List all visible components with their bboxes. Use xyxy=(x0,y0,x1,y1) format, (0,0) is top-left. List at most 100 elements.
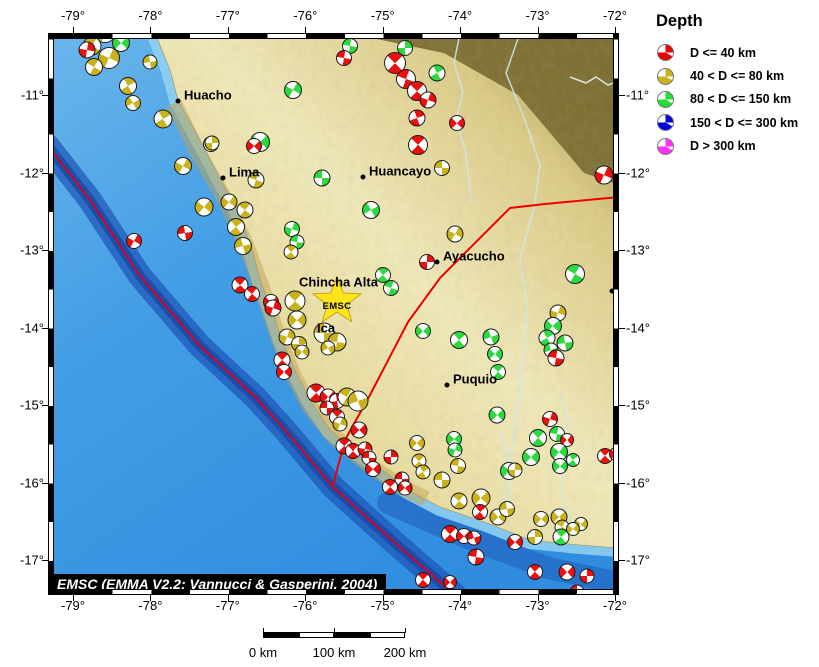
plate-line xyxy=(332,196,619,486)
focal-mechanism-Y xyxy=(294,344,310,360)
focal-mechanism-G xyxy=(552,458,568,474)
focal-mechanism-R xyxy=(78,41,96,59)
lat-tick xyxy=(42,172,48,174)
focal-mechanism-Y xyxy=(204,135,220,151)
focal-mechanism-Y xyxy=(98,47,120,69)
legend-item-label: 40 < D <= 80 km xyxy=(690,69,785,84)
city-label-chincha-alta: Chincha Alta xyxy=(299,274,378,290)
lat-tick xyxy=(42,250,48,251)
focal-mechanism-R xyxy=(383,449,399,465)
focal-mechanism-G xyxy=(375,267,391,283)
legend-title: Depth xyxy=(656,12,703,30)
lat-tick xyxy=(619,95,625,96)
lon-tick xyxy=(537,595,539,601)
focal-mechanism-Y xyxy=(433,471,451,489)
focal-mechanism-Y xyxy=(234,237,252,255)
lat-label-left: -17° xyxy=(20,552,44,568)
focal-mechanism-G xyxy=(488,406,506,424)
focal-mechanism-Y xyxy=(332,416,348,432)
beachball-icon xyxy=(657,137,674,155)
map-overlay: EMSC EMSC (EMMA V2.2; Vannucci & Gasperi… xyxy=(48,33,619,595)
lon-tick xyxy=(73,27,74,33)
lat-tick xyxy=(42,405,48,406)
scale-segment xyxy=(298,632,334,638)
trench-line xyxy=(48,145,456,595)
legend-item: 150 < D <= 300 km xyxy=(650,111,818,134)
lon-label-bottom: -75° xyxy=(370,598,395,613)
star-icon xyxy=(311,275,363,323)
focal-mechanism-Y xyxy=(446,225,464,243)
city-dot-puquio xyxy=(444,382,450,388)
city-dot-huancayo xyxy=(360,174,366,180)
city-label-ica: Ica xyxy=(317,320,336,336)
lat-tick xyxy=(619,327,625,329)
focal-mechanism-G xyxy=(313,169,331,187)
scale-segment xyxy=(334,632,370,638)
legend-item: D <= 40 km xyxy=(650,41,818,64)
legend-item: D > 300 km xyxy=(650,135,818,158)
lon-tick xyxy=(305,595,307,601)
lat-label-right: -12° xyxy=(626,165,650,180)
city-label-puquio: Puquio xyxy=(453,371,498,387)
lon-tick xyxy=(227,27,229,33)
focal-mechanism-R xyxy=(408,135,428,155)
focal-mechanism-Y xyxy=(499,501,515,517)
focal-mechanism-G xyxy=(415,323,431,339)
focal-mechanism-R xyxy=(594,165,614,185)
lon-label-top: -76° xyxy=(293,8,318,23)
focal-mechanism-R xyxy=(419,254,435,270)
focal-mechanism-G xyxy=(566,453,580,467)
city-dot-huacho xyxy=(175,98,181,104)
lat-tick xyxy=(42,482,48,484)
focal-mechanism-G xyxy=(482,328,500,346)
focal-mechanism-R xyxy=(467,548,485,566)
lat-label-left: -15° xyxy=(20,397,44,413)
lat-tick xyxy=(619,482,625,484)
lat-tick xyxy=(42,560,48,561)
map-frame-left xyxy=(48,33,54,595)
focal-mechanism-R xyxy=(527,564,543,580)
focal-mechanism-R xyxy=(384,52,406,74)
focal-mechanism-R xyxy=(336,50,352,66)
scale-label: 200 km xyxy=(383,645,427,660)
lat-tick xyxy=(619,250,625,251)
focal-mechanism-R xyxy=(397,480,413,496)
focal-mechanism-R xyxy=(443,575,457,589)
focal-mechanism-R xyxy=(177,225,193,241)
focal-mechanism-R xyxy=(382,479,398,495)
focal-mechanism-Y xyxy=(174,157,192,175)
focal-mechanism-R xyxy=(246,138,262,154)
city-dot xyxy=(609,288,615,294)
focal-mechanism-Y xyxy=(320,340,336,356)
lon-label-top: -79° xyxy=(61,8,85,23)
depth-legend: Depth D <= 40 km 40 < D <= 80 km 80 < D <=… xyxy=(650,12,818,158)
map-frame-right xyxy=(613,33,619,595)
lat-label-left: -12° xyxy=(20,165,44,180)
lat-label-right: -14° xyxy=(626,320,650,335)
focal-mechanism-Y xyxy=(284,290,306,312)
lat-tick xyxy=(619,405,625,406)
lon-label-top: -74° xyxy=(448,8,473,23)
legend-item-label: D <= 40 km xyxy=(690,45,757,60)
plate-boundary-lines xyxy=(48,145,619,595)
scale-tick xyxy=(263,628,264,633)
lon-tick xyxy=(305,27,307,33)
lon-label-top: -77° xyxy=(215,8,240,23)
focal-mechanism-G xyxy=(383,280,399,296)
focal-mechanism-R xyxy=(542,411,558,427)
focal-mechanism-G xyxy=(490,364,506,380)
scale-bar: 0 km 100 km 200 km xyxy=(249,628,426,660)
focal-mechanism-R xyxy=(472,504,488,520)
beachball-icon xyxy=(657,90,674,108)
lon-label-bottom: -78° xyxy=(138,598,163,613)
lon-label-bottom: -72° xyxy=(603,598,627,613)
lon-tick xyxy=(460,595,462,601)
legend-item: 40 < D <= 80 km xyxy=(650,64,818,87)
lon-label-top: -78° xyxy=(138,8,163,23)
focal-mechanism-Y xyxy=(409,435,425,451)
focal-mechanism-Y xyxy=(119,77,137,95)
focal-mechanism-Y xyxy=(450,458,466,474)
lon-tick xyxy=(460,27,462,33)
focal-mechanism-R xyxy=(449,115,465,131)
focal-mechanism-Y xyxy=(153,109,173,129)
